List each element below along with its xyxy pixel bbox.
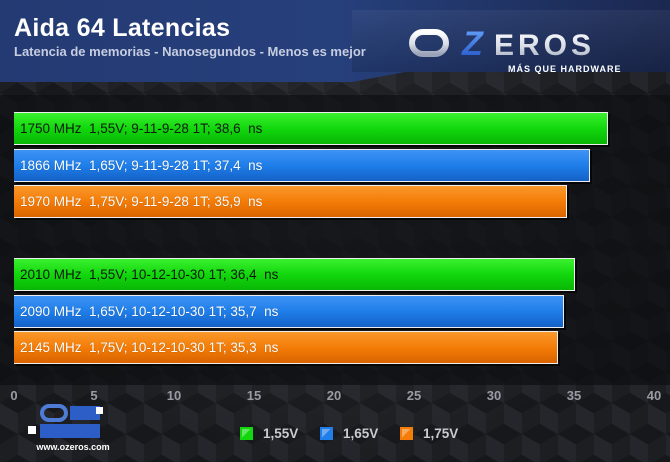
legend-label: 1,75V	[423, 425, 459, 441]
legend-label: 1,55V	[263, 425, 299, 441]
logo-z: Z	[461, 25, 484, 63]
legend-label: 1,65V	[343, 425, 379, 441]
bar-label: 2145 MHz 1,75V; 10-12-10-30 1T; 35,3 ns	[20, 340, 279, 355]
x-tick-label: 10	[166, 388, 182, 403]
bar-2	[14, 149, 590, 182]
bar-label: 2090 MHz 1,65V; 10-12-10-30 1T; 35,7 ns	[20, 304, 279, 319]
bar-6	[14, 331, 558, 364]
watermark-url: www.ozeros.com	[35, 442, 109, 452]
ozeros-watermark: www.ozeros.com	[28, 404, 110, 452]
bar-label: 1866 MHz 1,65V; 9-11-9-28 1T; 37,4 ns	[20, 158, 263, 173]
logo-tagline: MÁS QUE HARDWARE	[508, 64, 622, 74]
x-tick-label: 0	[10, 388, 18, 403]
bar-1	[14, 112, 608, 145]
x-tick-label: 25	[406, 388, 422, 403]
x-tick-label: 5	[90, 388, 98, 403]
x-tick-label: 20	[326, 388, 342, 403]
legend-swatch	[320, 426, 333, 440]
bar-5	[14, 295, 564, 328]
x-tick-label: 30	[486, 388, 502, 403]
bar-label: 2010 MHz 1,55V; 10-12-10-30 1T; 36,4 ns	[20, 267, 279, 282]
legend-swatch	[240, 426, 253, 440]
bar-4	[14, 258, 575, 291]
logo-panel	[352, 10, 670, 72]
legend-item: 1,55V	[240, 424, 298, 442]
chart-subtitle: Latencia de memorias - Nanosegundos - Me…	[14, 44, 366, 59]
ozeros-logo: Z EROS MÁS QUE HARDWARE	[409, 25, 622, 74]
legend-swatch	[400, 426, 413, 440]
logo-eros: EROS	[494, 29, 595, 62]
bar-label: 1750 MHz 1,55V; 9-11-9-28 1T; 38,6 ns	[20, 121, 263, 136]
x-tick-label: 40	[646, 388, 662, 403]
bar-label: 1970 MHz 1,75V; 9-11-9-28 1T; 35,9 ns	[20, 194, 263, 209]
legend-item: 1,65V	[320, 424, 378, 442]
x-tick-label: 35	[566, 388, 582, 403]
legend-item: 1,75V	[400, 424, 458, 442]
bar-3	[14, 185, 567, 218]
x-tick-label: 15	[246, 388, 262, 403]
chart-title: Aida 64 Latencias	[14, 14, 231, 42]
header-banner	[0, 0, 670, 82]
